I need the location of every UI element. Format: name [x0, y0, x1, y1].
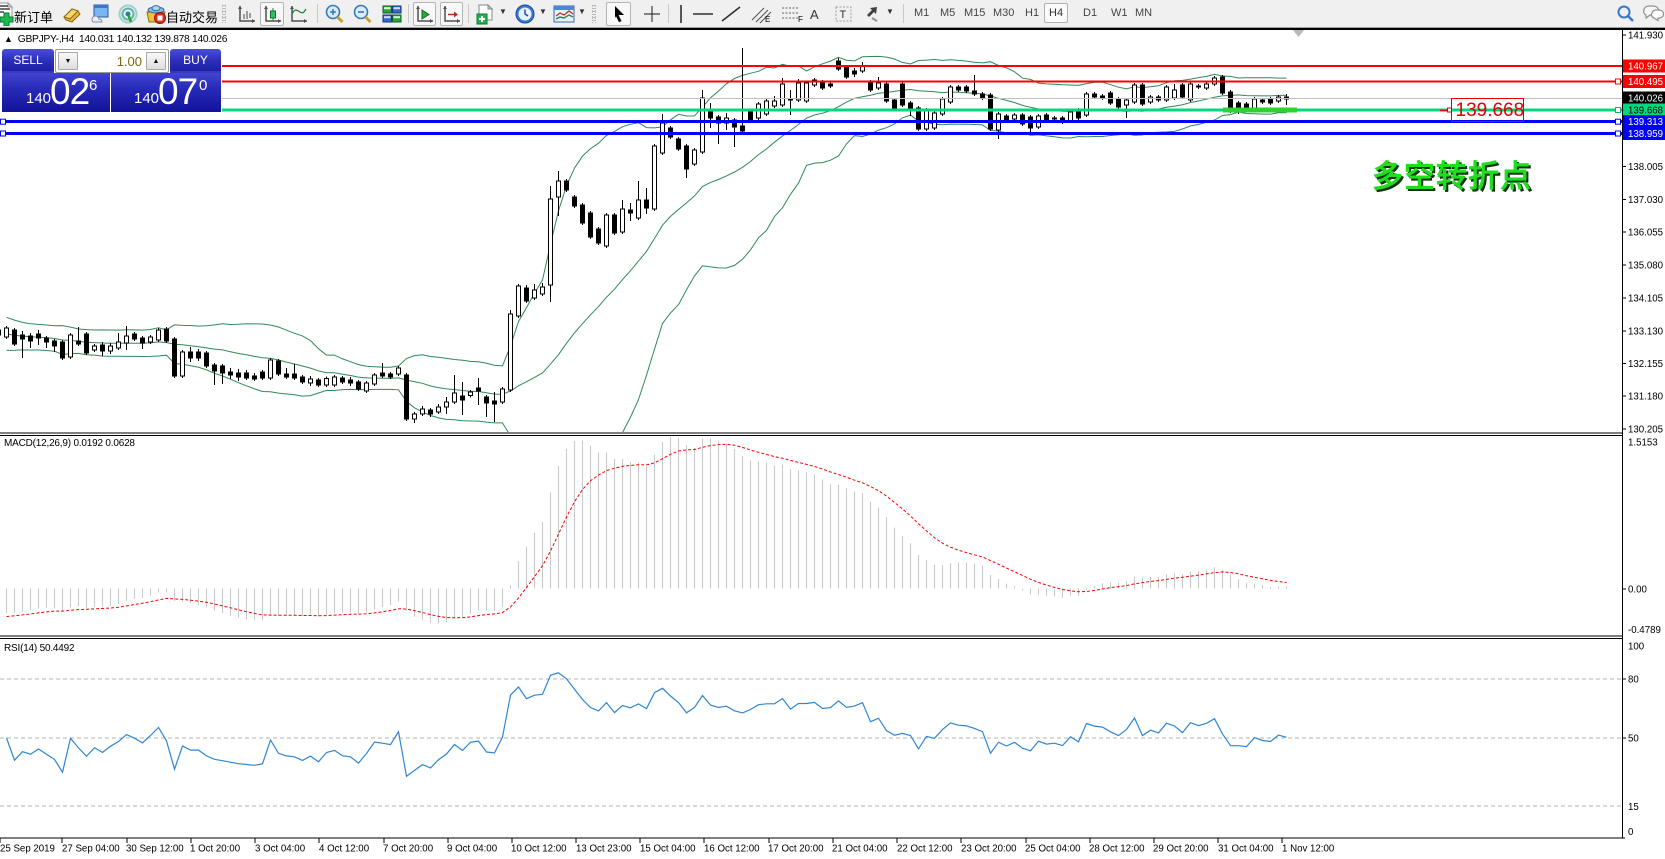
svg-text:30 Sep 12:00: 30 Sep 12:00 — [126, 844, 184, 855]
svg-text:E: E — [765, 15, 770, 24]
svg-text:137.030: 137.030 — [1628, 195, 1664, 206]
svg-text:100: 100 — [1628, 642, 1645, 653]
svg-text:3 Oct 04:00: 3 Oct 04:00 — [255, 844, 306, 855]
svg-text:T: T — [840, 9, 847, 21]
svg-text:17 Oct 20:00: 17 Oct 20:00 — [768, 844, 824, 855]
svg-text:139.668: 139.668 — [1456, 100, 1525, 121]
svg-text:134.105: 134.105 — [1628, 294, 1663, 305]
svg-text:136.055: 136.055 — [1628, 228, 1663, 239]
svg-text:138.005: 138.005 — [1628, 162, 1663, 173]
svg-text:0: 0 — [1628, 827, 1634, 838]
svg-text:23 Oct 20:00: 23 Oct 20:00 — [961, 844, 1017, 855]
svg-text:7 Oct 20:00: 7 Oct 20:00 — [383, 844, 434, 855]
svg-text:135.080: 135.080 — [1628, 261, 1664, 272]
svg-text:139.313: 139.313 — [1628, 117, 1663, 128]
svg-text:10 Oct 12:00: 10 Oct 12:00 — [511, 844, 567, 855]
svg-text:15 Oct 04:00: 15 Oct 04:00 — [640, 844, 696, 855]
svg-text:15: 15 — [1628, 802, 1639, 813]
svg-text:F: F — [798, 15, 803, 24]
svg-text:139.668: 139.668 — [1628, 106, 1663, 117]
svg-text:25 Sep 2019: 25 Sep 2019 — [0, 844, 55, 855]
svg-text:140.967: 140.967 — [1628, 62, 1663, 73]
svg-text:13 Oct 23:00: 13 Oct 23:00 — [576, 844, 632, 855]
svg-text:4 Oct 12:00: 4 Oct 12:00 — [319, 844, 370, 855]
svg-text:29 Oct 20:00: 29 Oct 20:00 — [1153, 844, 1209, 855]
svg-text:80: 80 — [1628, 675, 1639, 686]
svg-text:22 Oct 12:00: 22 Oct 12:00 — [897, 844, 953, 855]
svg-text:MACD(12,26,9) 0.0192 0.0628: MACD(12,26,9) 0.0192 0.0628 — [4, 438, 135, 449]
svg-text:1 Oct 20:00: 1 Oct 20:00 — [190, 844, 241, 855]
svg-text:21 Oct 04:00: 21 Oct 04:00 — [832, 844, 888, 855]
svg-text:1.5153: 1.5153 — [1628, 438, 1658, 449]
svg-text:140.495: 140.495 — [1628, 77, 1663, 88]
svg-text:131.180: 131.180 — [1628, 392, 1664, 403]
svg-text:50: 50 — [1628, 734, 1639, 745]
svg-text:141.930: 141.930 — [1628, 31, 1664, 42]
svg-text:-0.4789: -0.4789 — [1628, 625, 1661, 636]
svg-text:133.130: 133.130 — [1628, 327, 1664, 338]
svg-text:130.205: 130.205 — [1628, 425, 1663, 436]
svg-text:25 Oct 04:00: 25 Oct 04:00 — [1025, 844, 1081, 855]
svg-text:9 Oct 04:00: 9 Oct 04:00 — [447, 844, 498, 855]
svg-text:138.959: 138.959 — [1628, 129, 1663, 140]
svg-text:28 Oct 12:00: 28 Oct 12:00 — [1089, 844, 1145, 855]
svg-text:0.00: 0.00 — [1628, 585, 1647, 596]
svg-text:27 Sep 04:00: 27 Sep 04:00 — [62, 844, 120, 855]
svg-text:16 Oct 12:00: 16 Oct 12:00 — [704, 844, 760, 855]
svg-text:RSI(14) 50.4492: RSI(14) 50.4492 — [4, 643, 75, 654]
svg-text:140.026: 140.026 — [1628, 94, 1663, 105]
svg-text:132.155: 132.155 — [1628, 359, 1663, 370]
svg-text:1 Nov 12:00: 1 Nov 12:00 — [1282, 844, 1335, 855]
svg-text:31 Oct 04:00: 31 Oct 04:00 — [1218, 844, 1274, 855]
